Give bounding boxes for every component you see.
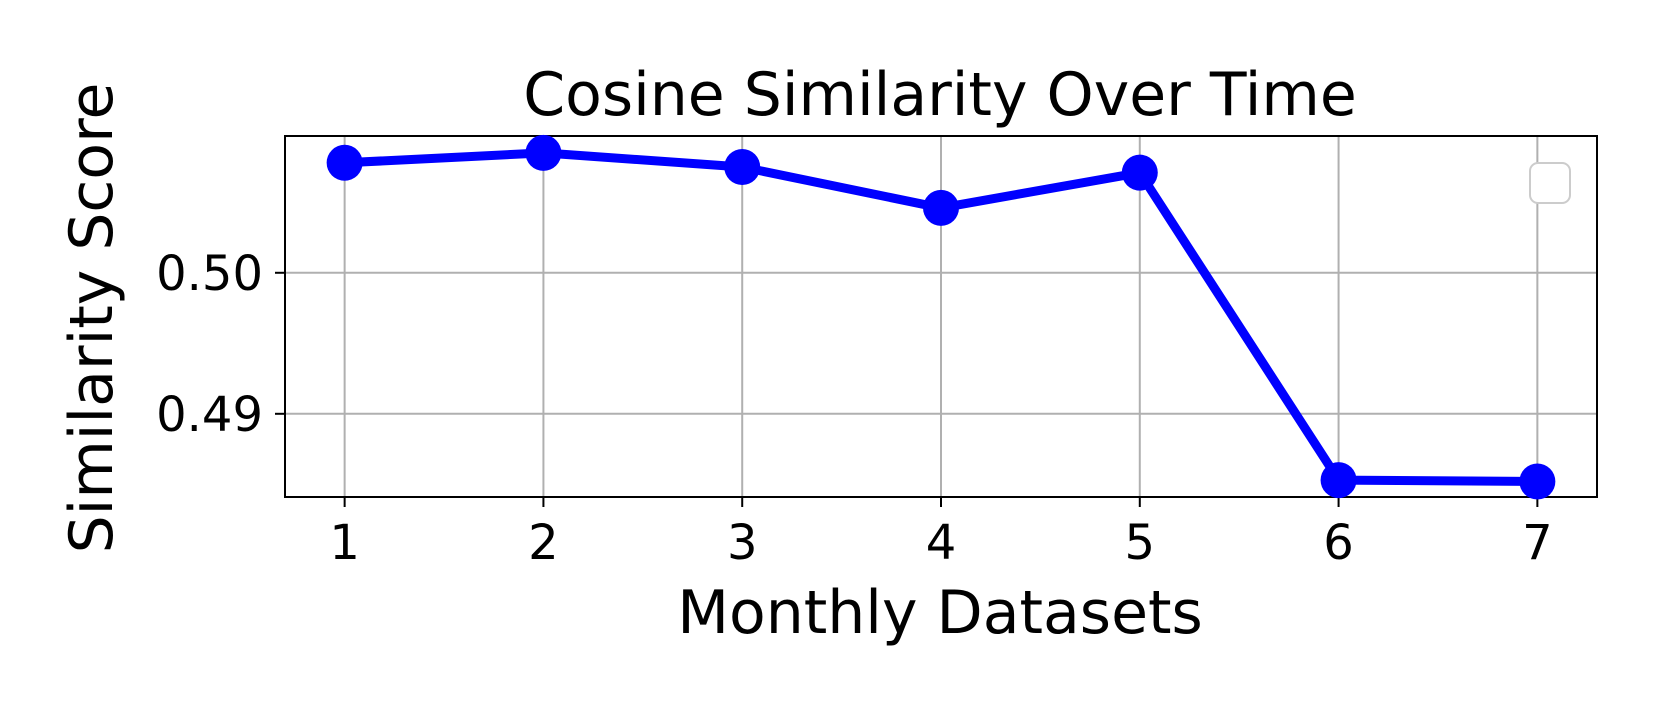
grid-lines xyxy=(285,136,1597,497)
data-point xyxy=(326,144,363,181)
x-tick-label: 4 xyxy=(926,515,957,571)
x-tick-label: 7 xyxy=(1522,515,1553,571)
x-tick-label: 1 xyxy=(329,515,360,571)
y-tick-label: 0.50 xyxy=(156,246,263,302)
y-ticks: 0.49 0.50 xyxy=(156,246,285,443)
x-tick-label: 6 xyxy=(1323,515,1354,571)
x-tick-label: 5 xyxy=(1125,515,1156,571)
x-axis-label: Monthly Datasets xyxy=(677,578,1203,648)
data-point xyxy=(1320,462,1357,499)
legend-box xyxy=(1529,162,1571,204)
plot-frame xyxy=(284,135,1598,498)
data-point xyxy=(724,149,761,186)
data-point xyxy=(1121,154,1158,191)
series-layer xyxy=(326,134,1556,500)
x-tick-label: 3 xyxy=(727,515,758,571)
data-point xyxy=(923,189,959,226)
chart-title: Cosine Similarity Over Time xyxy=(523,60,1357,130)
y-axis-label: Similarity Score xyxy=(57,83,127,554)
x-tick-label: 2 xyxy=(528,515,559,571)
y-tick-label: 0.49 xyxy=(156,387,263,443)
x-ticks: 1 2 3 4 5 6 7 xyxy=(329,497,1553,571)
data-point xyxy=(1519,463,1556,500)
data-point xyxy=(525,134,562,171)
